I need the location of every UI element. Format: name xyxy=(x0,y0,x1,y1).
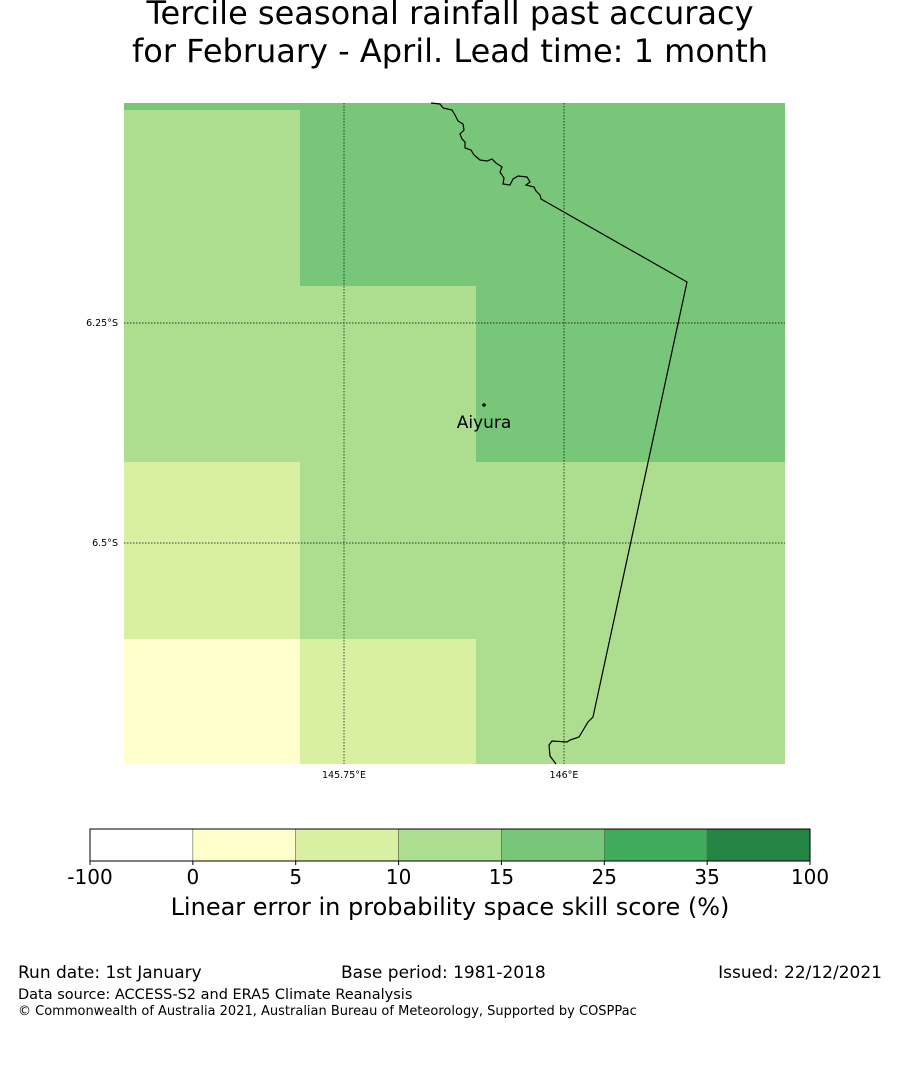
aiyura-marker[interactable] xyxy=(482,403,486,407)
colorbar-segment xyxy=(706,828,811,862)
copyright: © Commonwealth of Australia 2021, Austra… xyxy=(18,1004,637,1019)
heatmap-cells xyxy=(124,103,785,764)
title-line-2: for February - April. Lead time: 1 month xyxy=(131,32,769,70)
colorbar-tick-label: 100 xyxy=(791,865,829,889)
colorbar-segment xyxy=(501,828,605,862)
colorbar-tick-label: 25 xyxy=(592,865,617,889)
aiyura-label: Aiyura xyxy=(457,413,512,433)
colorbar-segment xyxy=(398,828,502,862)
issued-date: Issued: 22/12/2021 xyxy=(718,963,882,983)
colorbar-tick-label: 15 xyxy=(489,865,514,889)
lon-label-145-75: 145.75°E xyxy=(322,770,366,781)
colorbar-tick-label: 5 xyxy=(289,865,302,889)
colorbar-tick-label: 35 xyxy=(694,865,719,889)
colorbar-segment xyxy=(89,828,194,862)
colorbar-segment xyxy=(603,828,708,862)
gridlines xyxy=(124,103,785,764)
heatmap-cell xyxy=(124,286,300,462)
heatmap-cell xyxy=(124,110,300,286)
heatmap-cell xyxy=(300,286,476,462)
run-date: Run date: 1st January xyxy=(18,963,202,983)
colorbar-segment xyxy=(295,828,399,862)
title-line-1: Tercile seasonal rainfall past accuracy xyxy=(146,0,754,32)
colorbar xyxy=(89,828,811,862)
heatmap-cell xyxy=(652,462,785,639)
coastline xyxy=(430,102,688,765)
lon-label-146: 146°E xyxy=(550,770,579,781)
colorbar-tick-label: -100 xyxy=(67,865,112,889)
data-source: Data source: ACCESS-S2 and ERA5 Climate … xyxy=(18,987,413,1003)
heatmap-cell xyxy=(124,462,300,639)
colorbar-tick-label: 10 xyxy=(386,865,411,889)
lat-label-6-5: 6.5°S xyxy=(92,538,118,549)
heatmap-cell xyxy=(300,639,476,764)
chart-title: Tercile seasonal rainfall past accuracy … xyxy=(0,0,900,70)
colorbar-title: Linear error in probability space skill … xyxy=(170,893,730,921)
lat-label-6-25: 6.25°S xyxy=(86,318,118,329)
heatmap-cell xyxy=(652,639,785,764)
colorbar-tick-label: 0 xyxy=(186,865,199,889)
colorbar-ticks: -100 0 5 10 15 25 35 100 xyxy=(67,861,829,889)
heatmap-cell xyxy=(124,639,300,764)
heatmap-cell xyxy=(652,103,785,286)
colorbar-outline xyxy=(89,828,811,862)
colorbar-segment xyxy=(192,828,297,862)
base-period: Base period: 1981-2018 xyxy=(341,963,546,983)
heatmap-cell xyxy=(300,103,476,286)
heatmap-cell xyxy=(300,462,476,639)
heatmap-cell xyxy=(652,286,785,462)
